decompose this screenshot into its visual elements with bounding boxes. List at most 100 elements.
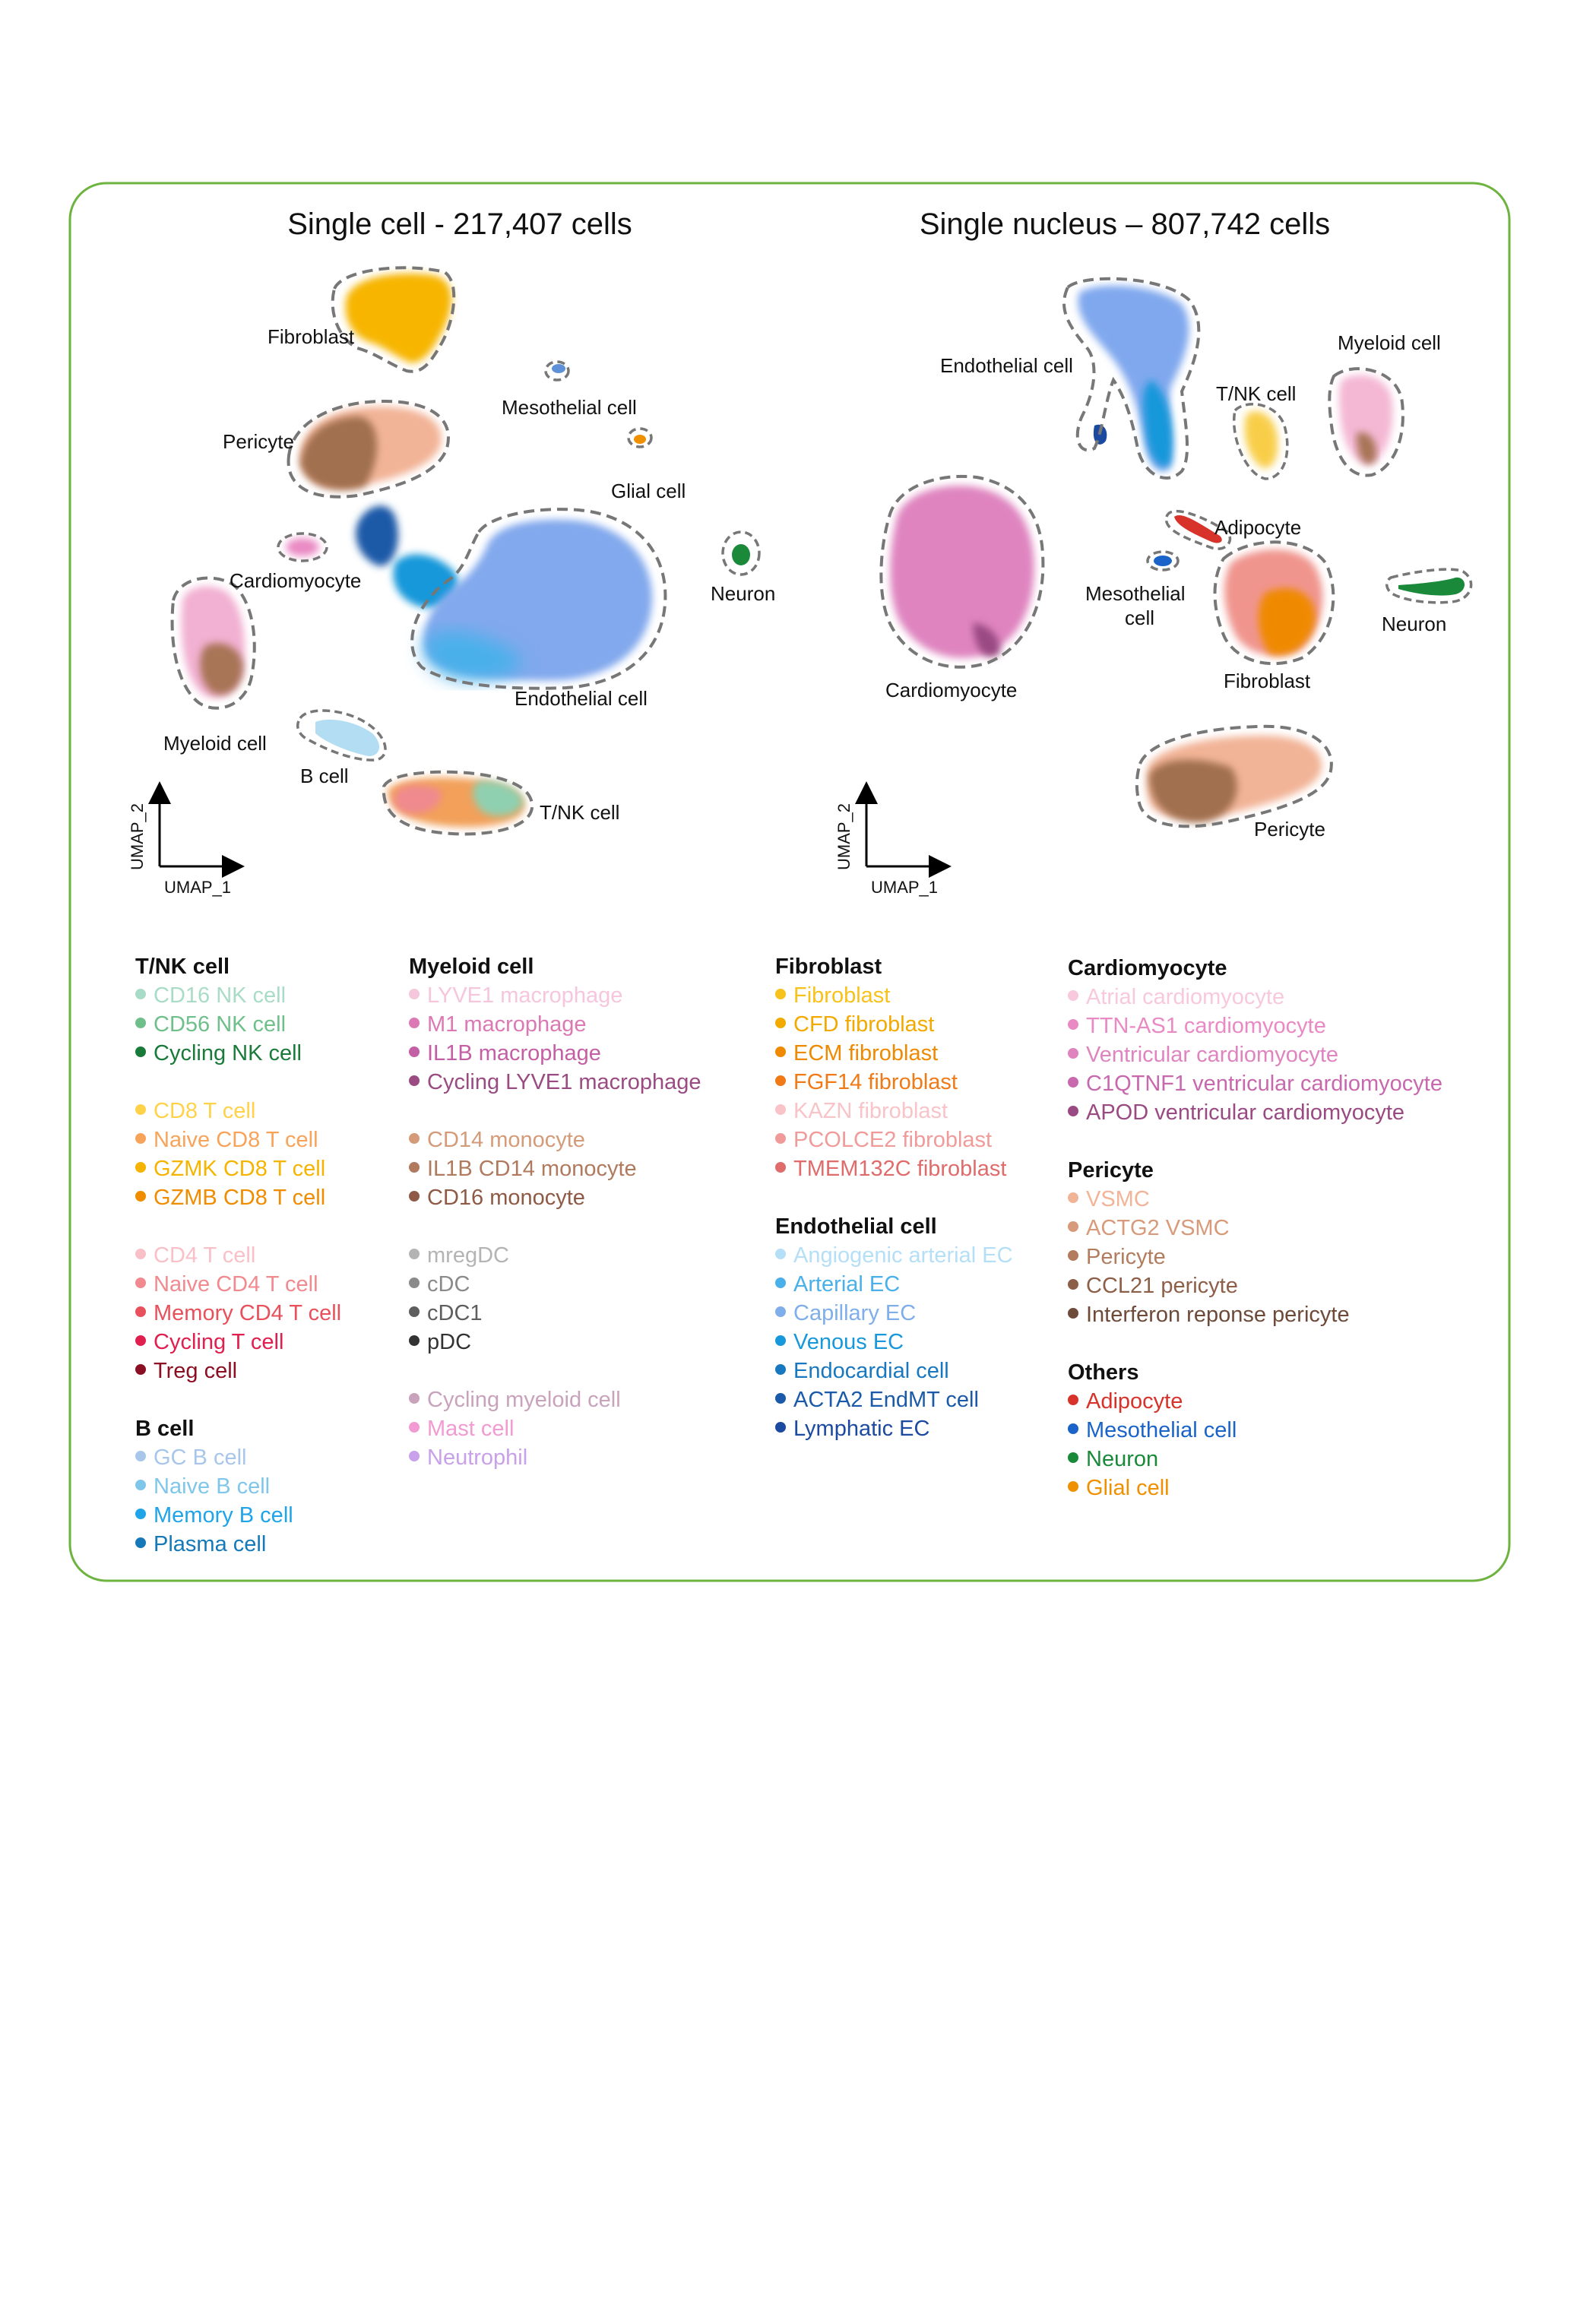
legend-item-label: Interferon reponse pericyte xyxy=(1086,1303,1350,1327)
legend-dot-icon xyxy=(409,1422,420,1433)
legend-item-label: Angiogenic arterial EC xyxy=(793,1243,1013,1268)
legend-item-label: Naive B cell xyxy=(154,1474,271,1499)
legend-item-venous-ec: Venous EC xyxy=(775,1328,1013,1357)
sc-label-bcell: B cell xyxy=(300,765,349,787)
legend-dot-icon xyxy=(1068,1192,1078,1204)
legend-item-label: GZMK CD8 T cell xyxy=(154,1157,326,1181)
legend-group-fibroblast: Fibroblast Fibroblast CFD fibroblast ECM fi… xyxy=(775,952,1013,1183)
legend-item-label: mregDC xyxy=(427,1243,509,1268)
sn-label-neuron: Neuron xyxy=(1382,613,1446,635)
legend-subgroup: Adipocyte Mesothelial cell Neuron Glial cel… xyxy=(1068,1387,1442,1502)
legend-item-il1b-cd14-monocyte: IL1B CD14 monocyte xyxy=(409,1154,701,1183)
cluster-sn-fibroblast xyxy=(1213,540,1335,666)
legend-item-label: CD16 monocyte xyxy=(427,1186,585,1210)
legend-dot-icon xyxy=(775,1104,786,1116)
sn-label-endothelial: Endothelial cell xyxy=(940,354,1073,377)
legend-group-myeloid-cell: Myeloid cell LYVE1 macrophage M1 macrophag… xyxy=(409,952,701,1472)
sn-label-myeloid: Myeloid cell xyxy=(1338,331,1441,354)
legend-item-cd16-nk-cell: CD16 NK cell xyxy=(135,981,341,1010)
legend-group-title: Cardiomyocyte xyxy=(1068,956,1227,980)
legend-item-cd56-nk-cell: CD56 NK cell xyxy=(135,1010,341,1039)
legend-item-label: LYVE1 macrophage xyxy=(427,983,623,1008)
legend-item-naive-b-cell: Naive B cell xyxy=(135,1472,341,1501)
legend-subgroup: Atrial cardiomyocyte TTN-AS1 cardiomyocyt… xyxy=(1068,983,1442,1127)
legend-item-label: Cycling T cell xyxy=(154,1330,284,1354)
legend-dot-icon xyxy=(135,1162,146,1173)
sn-axis-y: UMAP_2 xyxy=(834,803,853,870)
legend-subgroup: mregDC cDC cDC1 pDC xyxy=(409,1241,701,1357)
cluster-sn-pericyte xyxy=(1135,724,1333,828)
legend-item-kazn-fibroblast: KAZN fibroblast xyxy=(775,1097,1013,1126)
legend-dot-icon xyxy=(1068,1221,1078,1233)
legend-item-fgf14-fibroblast: FGF14 fibroblast xyxy=(775,1068,1013,1097)
sn-label-cardiomyocyte: Cardiomyocyte xyxy=(885,679,1017,701)
legend-dot-icon xyxy=(135,1046,146,1058)
legend-dot-icon xyxy=(409,1335,420,1347)
legend-dot-icon xyxy=(775,1018,786,1029)
legend-dot-icon xyxy=(409,1018,420,1029)
legend-group-others: Others Adipocyte Mesothelial cell Neuron Gli… xyxy=(1068,1358,1442,1502)
cluster-sc-glial xyxy=(627,427,653,448)
sn-label-adipocyte: Adipocyte xyxy=(1214,516,1301,539)
legend-item-label: cDC xyxy=(427,1272,470,1297)
legend-dot-icon xyxy=(409,1133,420,1145)
legend-dot-icon xyxy=(1068,1395,1078,1406)
legend-item-vsmc: VSMC xyxy=(1068,1185,1442,1214)
sc-label-endothelial: Endothelial cell xyxy=(515,687,648,710)
sn-axis-x: UMAP_1 xyxy=(871,878,938,897)
legend-item-label: pDC xyxy=(427,1330,472,1354)
legend-item-pcolce2-fibroblast: PCOLCE2 fibroblast xyxy=(775,1126,1013,1154)
legend-item-gzmb-cd8-t-cell: GZMB CD8 T cell xyxy=(135,1183,341,1212)
legend-item-label: Capillary EC xyxy=(793,1301,917,1325)
cluster-sc-tnk xyxy=(382,770,534,836)
legend-item-label: Naive CD8 T cell xyxy=(154,1128,318,1152)
legend-item-label: Ventricular cardiomyocyte xyxy=(1086,1043,1339,1067)
legend-dot-icon xyxy=(135,1364,146,1376)
legend-item-label: IL1B macrophage xyxy=(427,1041,601,1065)
legend-item-label: Pericyte xyxy=(1086,1245,1166,1269)
legend-dot-icon xyxy=(409,989,420,1000)
legend-item-acta2-endmt-cell: ACTA2 EndMT cell xyxy=(775,1385,1013,1414)
sc-axis-y: UMAP_2 xyxy=(128,803,147,870)
legend-item-cfd-fibroblast: CFD fibroblast xyxy=(775,1010,1013,1039)
legend-dot-icon xyxy=(1068,1019,1078,1031)
legend-subgroup: VSMC ACTG2 VSMC Pericyte CCL21 pericyte Inte… xyxy=(1068,1185,1442,1329)
legend-item-ttn-as1-cardiomyocyte: TTN-AS1 cardiomyocyte xyxy=(1068,1012,1442,1040)
cluster-sc-endocardial xyxy=(356,505,458,608)
legend-item-fibroblast: Fibroblast xyxy=(775,981,1013,1010)
legend-item-cd8-t-cell: CD8 T cell xyxy=(135,1097,341,1126)
legend-item-apod-ventricular-cardiomyocyte: APOD ventricular cardiomyocyte xyxy=(1068,1098,1442,1127)
legend-item-label: Mast cell xyxy=(427,1417,515,1441)
cluster-sn-adipocyte xyxy=(1164,509,1232,550)
legend-column-4: Cardiomyocyte Atrial cardiomyocyte TTN-AS1… xyxy=(1068,954,1442,1531)
sc-label-glial: Glial cell xyxy=(611,480,686,502)
legend-dot-icon xyxy=(1068,1423,1078,1435)
legend-dot-icon xyxy=(775,1249,786,1260)
legend-item-label: IL1B CD14 monocyte xyxy=(427,1157,637,1181)
legend-dot-icon xyxy=(775,1162,786,1173)
legend-subgroup: CD8 T cell Naive CD8 T cell GZMK CD8 T cel… xyxy=(135,1097,341,1212)
legend-dot-icon xyxy=(135,1133,146,1145)
legend-item-cdc: cDC xyxy=(409,1270,701,1299)
legend-item-mesothelial-cell: Mesothelial cell xyxy=(1068,1416,1442,1445)
legend-dot-icon xyxy=(135,1509,146,1520)
legend-item-label: KAZN fibroblast xyxy=(793,1099,948,1123)
sc-label-myeloid: Myeloid cell xyxy=(163,732,267,755)
sc-label-tnk: T/NK cell xyxy=(540,801,619,824)
legend-item-actg2-vsmc: ACTG2 VSMC xyxy=(1068,1214,1442,1243)
cluster-sc-cardiomyocyte xyxy=(277,532,328,562)
legend-item-label: Naive CD4 T cell xyxy=(154,1272,318,1297)
sn-label-mesothelial-2: cell xyxy=(1125,606,1154,629)
sn-label-tnk: T/NK cell xyxy=(1216,382,1296,405)
legend-item-ccl21-pericyte: CCL21 pericyte xyxy=(1068,1271,1442,1300)
legend-group-title: Pericyte xyxy=(1068,1158,1154,1183)
legend-dot-icon xyxy=(1068,1250,1078,1262)
sc-label-neuron: Neuron xyxy=(711,582,775,605)
legend-item-label: TMEM132C fibroblast xyxy=(793,1157,1007,1181)
legend-group-title: Fibroblast xyxy=(775,955,882,979)
legend-item-label: Cycling LYVE1 macrophage xyxy=(427,1070,701,1094)
legend-dot-icon xyxy=(409,1451,420,1462)
cluster-sc-neuron xyxy=(721,530,761,576)
legend-dot-icon xyxy=(775,989,786,1000)
